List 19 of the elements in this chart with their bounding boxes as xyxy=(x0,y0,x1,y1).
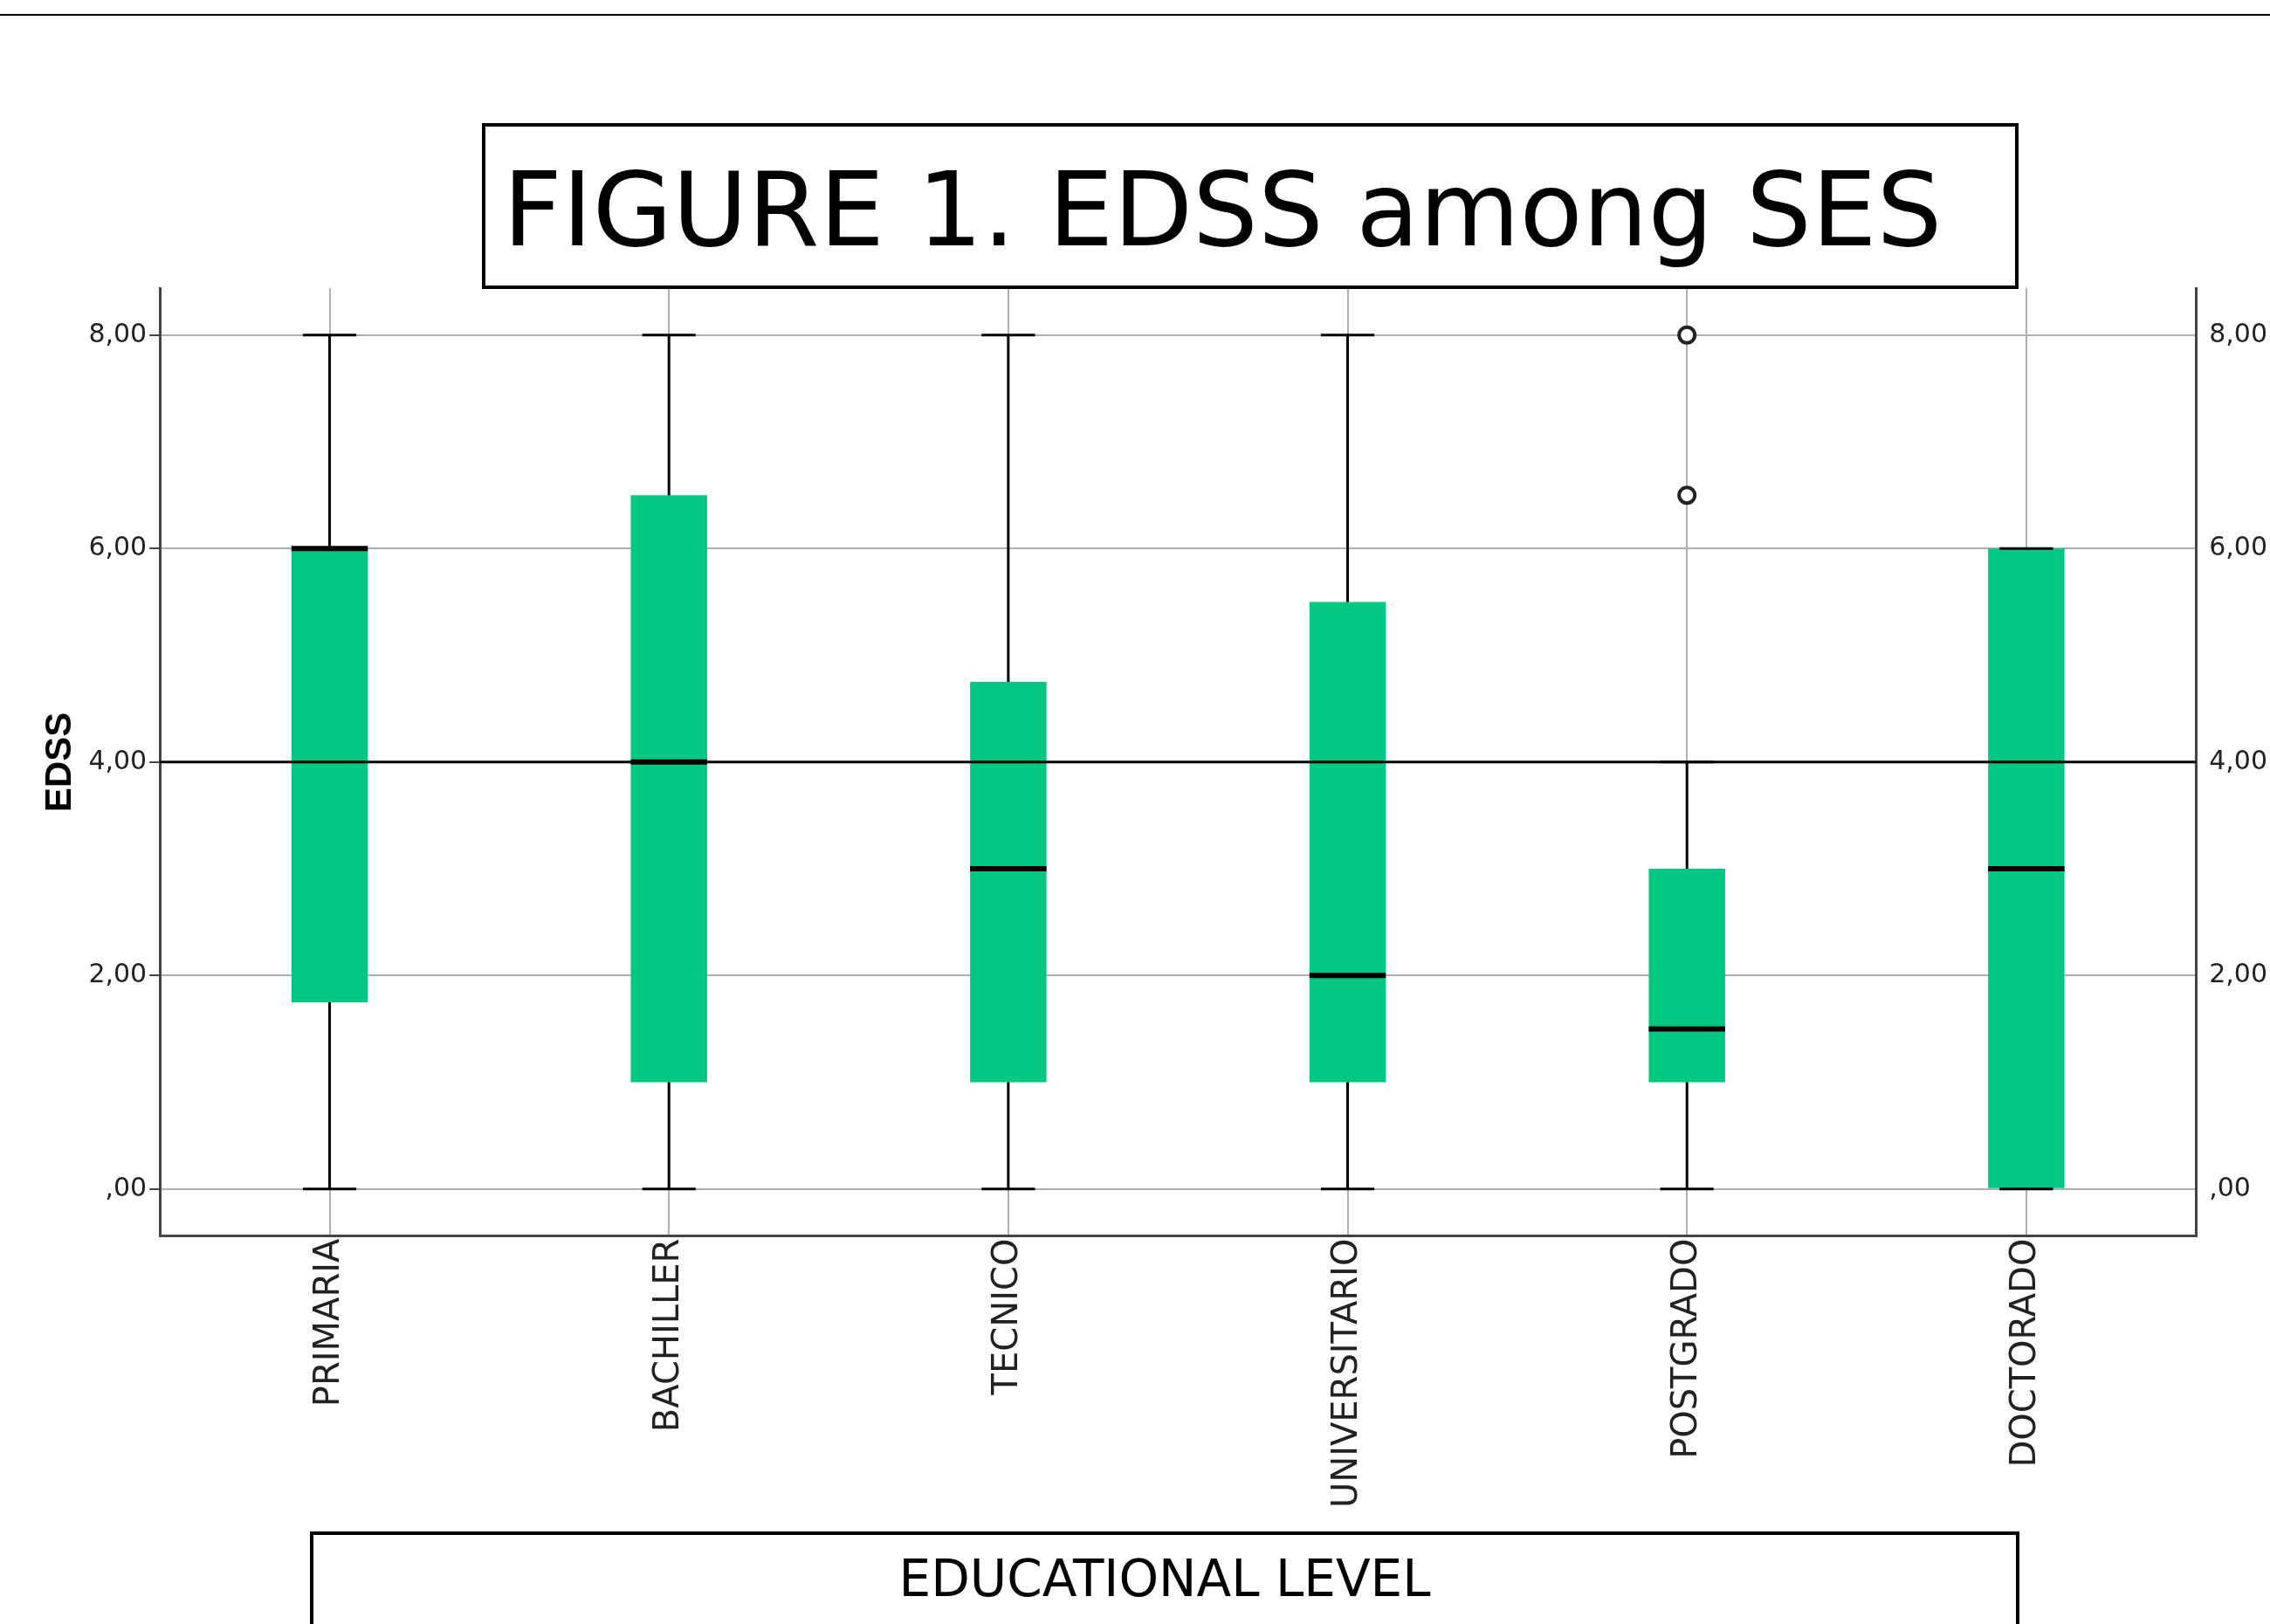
y-tick-label: 8,00 xyxy=(88,317,148,348)
y-axis-title: EDSS xyxy=(37,712,79,812)
y2-tick-label: 4,00 xyxy=(2209,744,2267,775)
y2-tick-label: ,00 xyxy=(2209,1171,2251,1202)
x-tick-label: TECNICO xyxy=(985,1238,1026,1396)
y2-tick-label: 2,00 xyxy=(2209,958,2267,989)
x-tick-label: POSTGRADO xyxy=(1663,1238,1704,1459)
y2-tick-label: 8,00 xyxy=(2209,317,2267,348)
y-tick-label: ,00 xyxy=(105,1171,148,1202)
x-tick-label: PRIMARIA xyxy=(306,1237,347,1407)
y2-tick-label: 6,00 xyxy=(2209,531,2267,562)
x-tick-label: DOCTORADO xyxy=(2003,1238,2044,1468)
x-tick-label: BACHILLER xyxy=(645,1238,686,1433)
x-tick-label: UNIVERSITARIO xyxy=(1324,1238,1365,1509)
y-tick-label: 2,00 xyxy=(88,958,148,989)
chart-title: FIGURE 1. EDSS among SES xyxy=(482,123,2019,289)
y-tick-label: 6,00 xyxy=(88,531,148,562)
x-axis-title: EDUCATIONAL LEVEL xyxy=(310,1531,2019,1624)
y-tick-label: 4,00 xyxy=(88,744,148,775)
